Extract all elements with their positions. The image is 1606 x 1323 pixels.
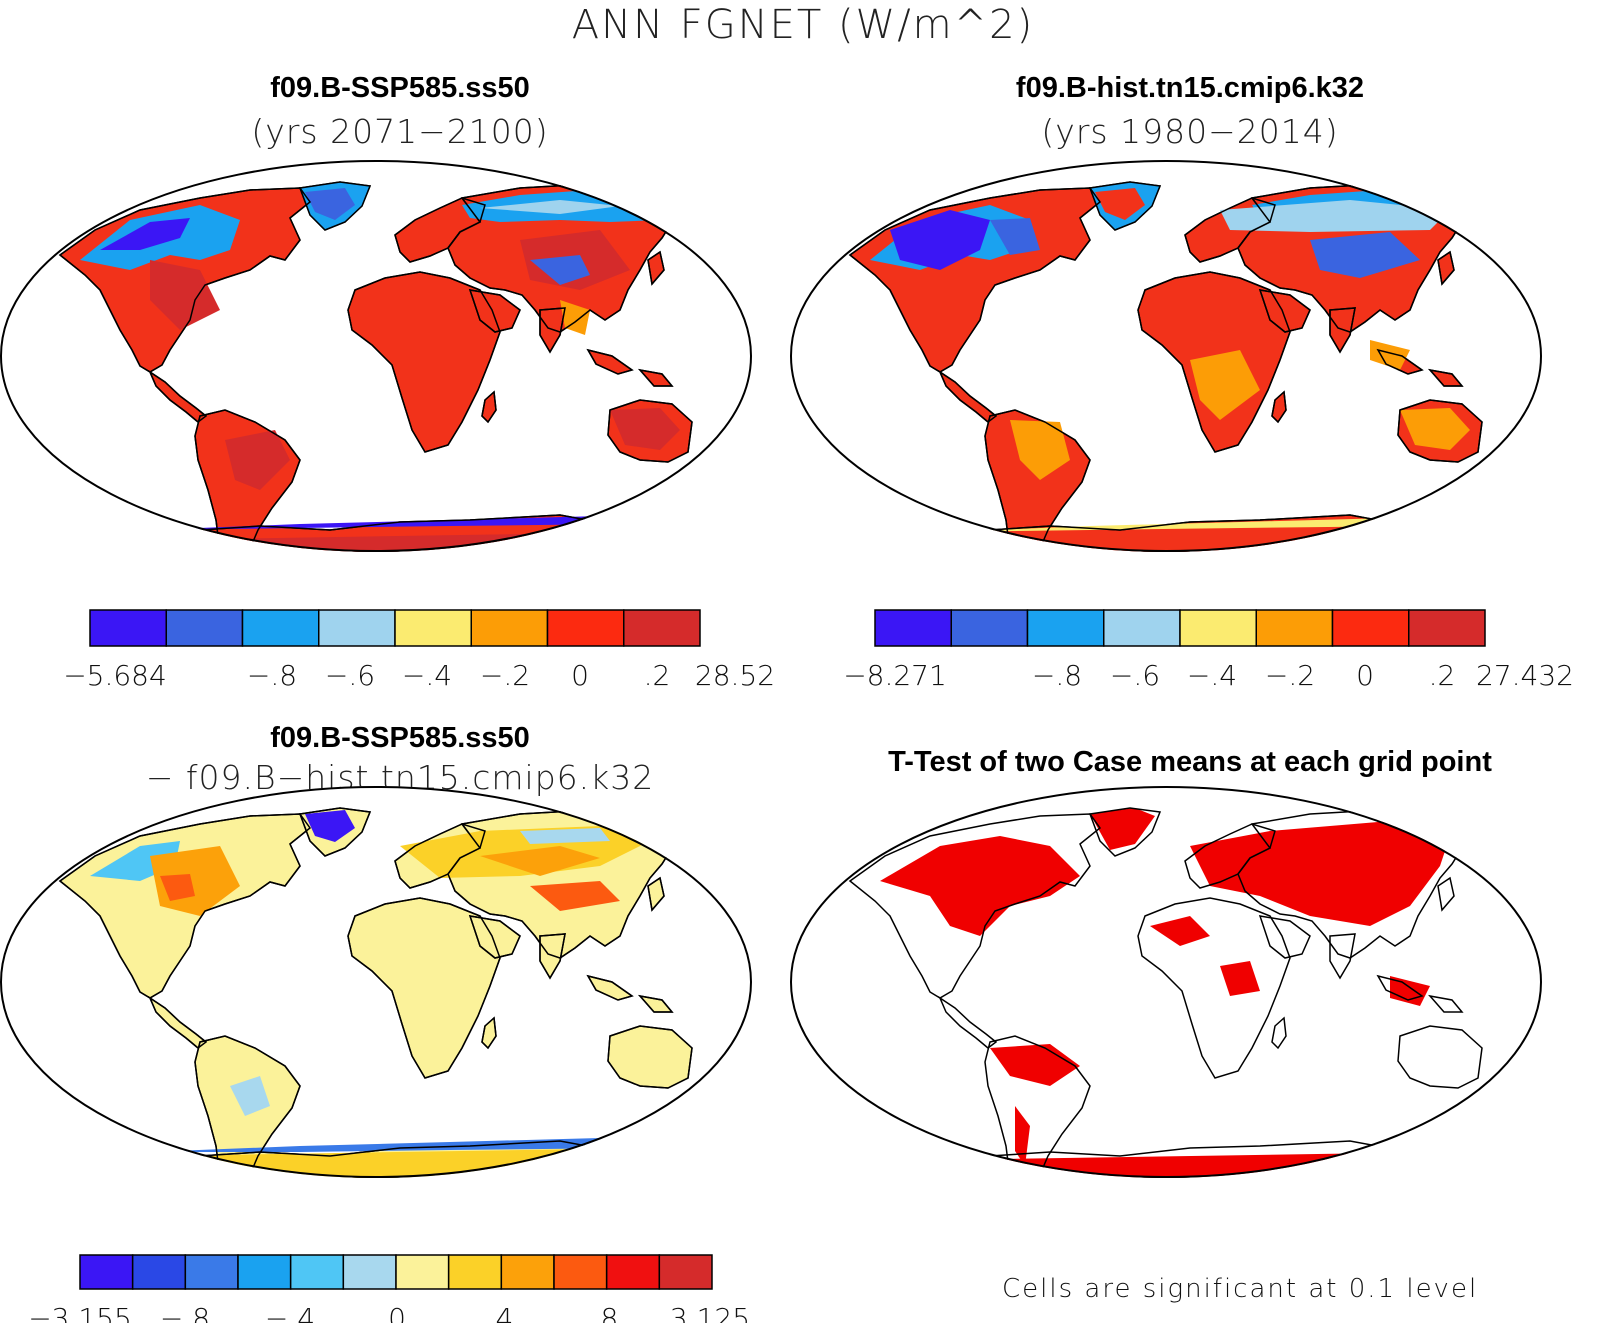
panel2-subtitle: (yrs 1980−2014): [1041, 112, 1339, 151]
colorbar-box: [289, 1254, 345, 1290]
colorbar-tick-label: −.4: [265, 1302, 315, 1323]
panel4-map: [790, 786, 1542, 1178]
colorbar-box: [165, 609, 244, 647]
colorbar-tick-label: 0: [388, 1302, 406, 1323]
colorbar-box: [470, 609, 549, 647]
colorbar-box: [1103, 609, 1181, 647]
colorbar-tick-label: −.2: [1265, 659, 1315, 692]
colorbar-tick-label: −.6: [325, 659, 375, 692]
significance-note: Cells are significant at 0.1 level: [1002, 1274, 1479, 1304]
colorbar-box: [394, 609, 472, 647]
colorbar-box: [131, 1254, 187, 1290]
colorbar-tick-label: .2: [1429, 659, 1456, 692]
panel2-map: [790, 160, 1542, 552]
colorbar-tick-label: 3.125: [670, 1302, 750, 1323]
colorbar-tick-label: −.8: [247, 659, 297, 692]
colorbar-tick-label: 0: [571, 659, 589, 692]
colorbar-box: [1255, 609, 1334, 647]
panel1-subtitle: (yrs 2071−2100): [251, 112, 549, 151]
colorbar-box: [342, 1254, 397, 1290]
panel3-colorbar: −3.155 −.8 −.4 0 .4 .8 3.125: [28, 1254, 750, 1323]
colorbar-box: [623, 609, 701, 647]
colorbar-box: [658, 1254, 713, 1290]
colorbar-box: [1408, 609, 1486, 647]
panel3-title: f09.B-SSP585.ss50: [270, 722, 530, 754]
colorbar-tick-label: .2: [644, 659, 671, 692]
panel4-title: T-Test of two Case means at each grid po…: [888, 746, 1492, 778]
colorbar-box: [950, 609, 1029, 647]
colorbar-box: [89, 609, 167, 647]
colorbar-tick-label: −5.684: [63, 659, 167, 692]
colorbar-box: [1026, 609, 1105, 647]
colorbar-box: [605, 1254, 661, 1290]
colorbar-tick-label: .4: [487, 1302, 514, 1323]
colorbar-tick-label: −8.271: [843, 659, 947, 692]
colorbar-box: [184, 1254, 239, 1290]
colorbar-tick-label: −.2: [480, 659, 530, 692]
panel3-map: [0, 786, 752, 1178]
colorbar-box: [241, 609, 320, 647]
colorbar-tick-label: −3.155: [28, 1302, 132, 1323]
colorbar-tick-label: 0: [1356, 659, 1374, 692]
colorbar-tick-label: 28.52: [695, 659, 775, 692]
colorbar-tick-label: −.8: [160, 1302, 210, 1323]
colorbar-box: [79, 1254, 134, 1290]
colorbar-box: [1179, 609, 1257, 647]
colorbar-box: [447, 1254, 503, 1290]
colorbar-tick-label: −.4: [402, 659, 452, 692]
colorbar-tick-label: .8: [592, 1302, 619, 1323]
colorbar-box: [237, 1254, 292, 1290]
colorbar-tick-label: −.4: [1187, 659, 1237, 692]
panel1-map: [0, 160, 752, 552]
colorbar-box: [395, 1254, 450, 1290]
figure-title: ANN FGNET (W/m^2): [571, 2, 1035, 48]
colorbar-tick-label: 27.432: [1476, 659, 1574, 692]
panel2-colorbar: −8.271 −.8 −.6 −.4 −.2 0 .2 27.432: [843, 609, 1574, 692]
panel1-colorbar: −5.684 −.8 −.6 −.4 −.2 0 .2 28.52: [63, 609, 775, 692]
colorbar-box: [1331, 609, 1410, 647]
colorbar-box: [318, 609, 396, 647]
panel2-title: f09.B-hist.tn15.cmip6.k32: [1015, 72, 1365, 104]
panel1-title: f09.B-SSP585.ss50: [270, 72, 530, 104]
colorbar-box: [874, 609, 952, 647]
colorbar-box: [546, 609, 625, 647]
colorbar-box: [500, 1254, 555, 1290]
colorbar-tick-label: −.8: [1032, 659, 1082, 692]
colorbar-box: [553, 1254, 608, 1290]
colorbar-tick-label: −.6: [1110, 659, 1160, 692]
